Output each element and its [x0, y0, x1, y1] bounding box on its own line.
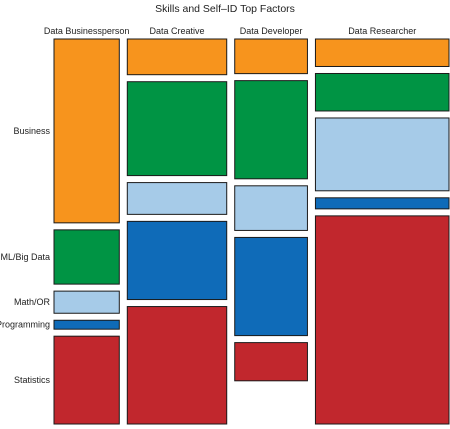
row-label-business: Business	[13, 126, 50, 136]
column-label-data-creative: Data Creative	[149, 26, 204, 36]
tile-data-businessperson-ml-big-data	[53, 229, 120, 285]
tile-data-researcher-ml-big-data	[314, 72, 450, 112]
tile-data-developer-statistics	[234, 342, 308, 382]
row-label-statistics: Statistics	[14, 375, 51, 385]
tile-data-developer-math-or	[234, 185, 308, 231]
tile-data-researcher-math-or	[314, 117, 450, 192]
tile-data-businessperson-statistics	[53, 335, 120, 425]
tile-data-researcher-statistics	[314, 215, 450, 425]
column-label-data-researcher: Data Researcher	[348, 26, 416, 36]
mosaic-tiles	[53, 38, 450, 425]
tile-data-creative-programming	[126, 220, 228, 301]
row-label-programming: Programming	[0, 320, 50, 330]
tile-data-creative-statistics	[126, 306, 228, 425]
tile-data-businessperson-math-or	[53, 290, 120, 314]
row-labels: Business ML/Big Data Math/OR Programming Sta…	[0, 126, 50, 385]
tile-data-researcher-programming	[314, 197, 450, 210]
tile-data-developer-programming	[234, 236, 308, 337]
chart-title: Skills and Self–ID Top Factors	[155, 3, 295, 15]
tile-data-researcher-business	[314, 38, 450, 67]
tile-data-creative-ml-big-data	[126, 81, 228, 177]
tile-data-developer-ml-big-data	[234, 80, 308, 180]
tile-data-businessperson-business	[53, 38, 120, 224]
tile-data-creative-business	[126, 38, 228, 76]
column-labels: Data Businessperson Data Creative Data Dev…	[44, 26, 416, 36]
row-label-ml-big-data: ML/Big Data	[0, 252, 50, 262]
tile-data-developer-business	[234, 38, 308, 75]
column-label-data-businessperson: Data Businessperson	[44, 26, 130, 36]
column-label-data-developer: Data Developer	[240, 26, 303, 36]
tile-data-businessperson-programming	[53, 319, 120, 330]
tile-data-creative-math-or	[126, 182, 228, 215]
row-label-math-or: Math/OR	[14, 297, 51, 307]
